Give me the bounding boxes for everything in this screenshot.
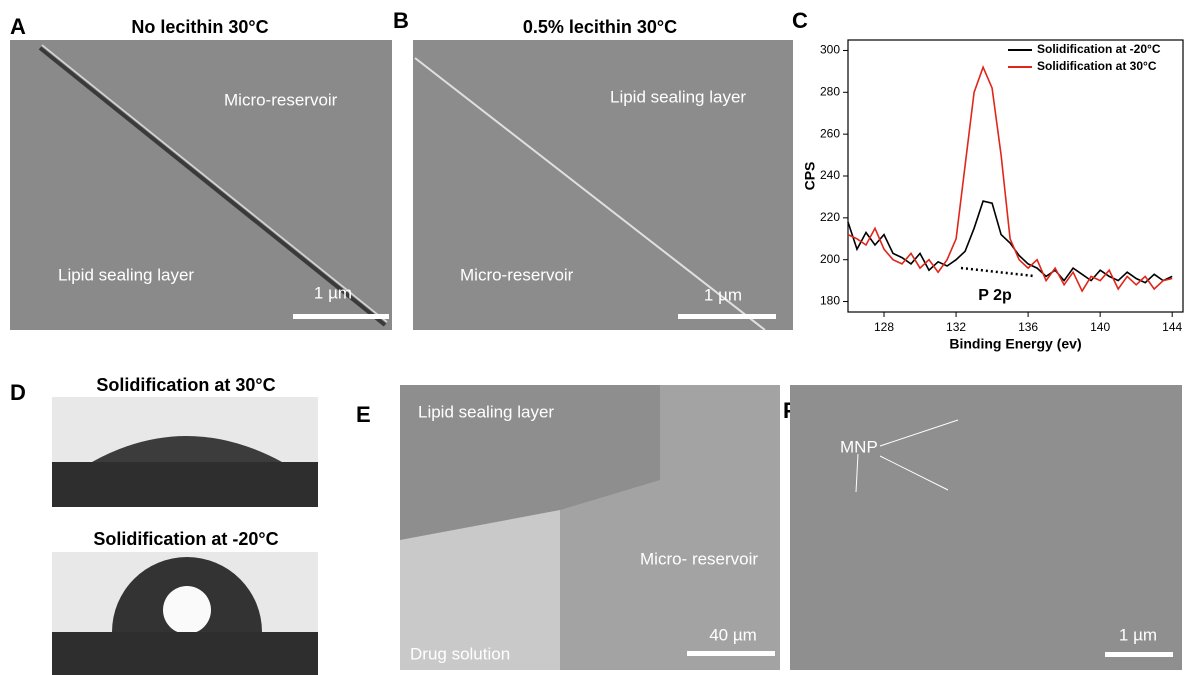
annotation: P 2p: [978, 287, 1012, 304]
scale-bar: [293, 314, 389, 319]
image-label: Micro-reservoir: [460, 265, 574, 284]
image-label: Lipid sealing layer: [610, 87, 746, 106]
plot-frame: [847, 39, 1184, 313]
substrate: [52, 632, 318, 675]
y-tick-label: 180: [820, 294, 840, 308]
pointer: [879, 455, 949, 491]
panel-title: Solidification at 30°C: [96, 375, 275, 395]
x-tick-label: 140: [1090, 320, 1110, 334]
x-tick-label: 144: [1162, 320, 1182, 334]
image-label: Drug solution: [410, 644, 510, 663]
scale-bar: [1105, 652, 1173, 657]
scale-bar-label: 1 µm: [1119, 625, 1157, 644]
x-axis-label: Binding Energy (ev): [949, 336, 1081, 352]
panel-label: A: [10, 14, 26, 39]
pointer: [879, 419, 959, 447]
legend-label: Solidification at -20°C: [1037, 42, 1161, 56]
scale-bar: [687, 651, 775, 656]
panel-label: D: [10, 380, 26, 405]
data-line: [847, 65, 1173, 293]
panel-title: No lecithin 30°C: [131, 17, 268, 37]
x-tick-label: 128: [874, 320, 894, 334]
y-tick-label: 220: [820, 210, 840, 224]
crack: [38, 46, 387, 327]
scale-bar-label: 40 µm: [709, 625, 757, 644]
y-tick-label: 200: [820, 252, 840, 266]
crack-edge: [41, 44, 388, 323]
panel-title: 0.5% lecithin 30°C: [523, 17, 677, 37]
substrate: [52, 462, 318, 507]
image-label: Micro- reservoir: [640, 549, 758, 568]
panel-label: E: [356, 402, 371, 427]
y-axis-label: CPS: [802, 162, 818, 191]
panel-label: C: [792, 8, 808, 33]
x-tick-label: 136: [1018, 320, 1038, 334]
scale-bar: [678, 314, 776, 319]
xps-chart: 180 200 220 240 260 280 300 128 132 136 140 144 Bind…: [802, 39, 1184, 352]
y-tick-label: 260: [820, 126, 840, 140]
interface-line: [414, 57, 766, 331]
drug-region: [400, 510, 560, 670]
scale-bar-label: 1 µm: [314, 283, 352, 302]
image-label: Micro-reservoir: [224, 90, 338, 109]
panel-label: B: [393, 8, 409, 33]
legend-label: Solidification at 30°C: [1037, 59, 1157, 73]
y-tick-label: 240: [820, 168, 840, 182]
sem-image: [790, 385, 1182, 670]
panel-title: Solidification at -20°C: [93, 529, 278, 549]
droplet: [92, 436, 282, 462]
data-line: [847, 200, 1173, 284]
image-label: MNP: [840, 437, 878, 456]
image-label: Lipid sealing layer: [58, 265, 194, 284]
baseline-guide: [960, 266, 1035, 278]
y-tick-label: 280: [820, 84, 840, 98]
sem-image: [413, 40, 793, 330]
pointer: [855, 453, 859, 493]
y-tick-label: 300: [820, 43, 840, 57]
scale-bar-label: 1 µm: [704, 285, 742, 304]
x-tick-label: 132: [946, 320, 966, 334]
droplet-highlight: [163, 586, 211, 634]
reservoir-region: [560, 385, 780, 670]
image-label: Lipid sealing layer: [418, 402, 554, 421]
